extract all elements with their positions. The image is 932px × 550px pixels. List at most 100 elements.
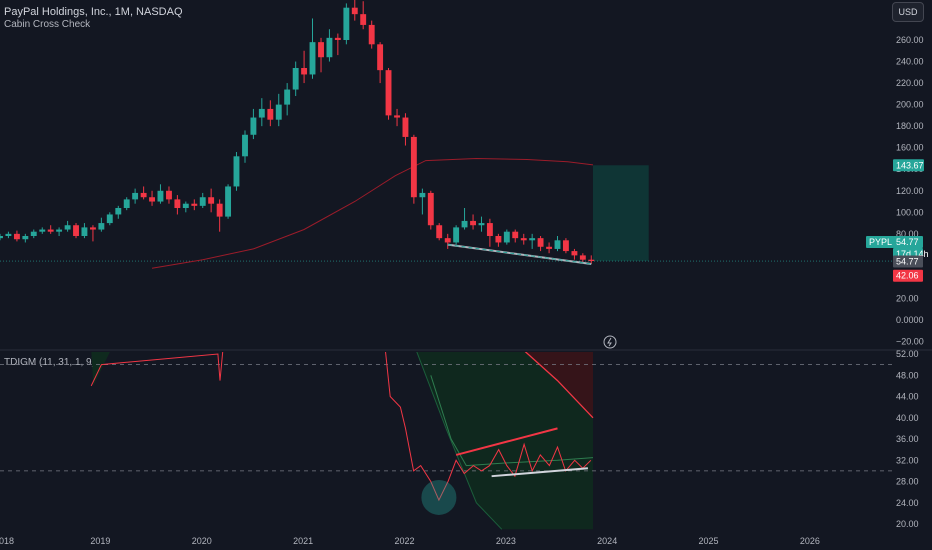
candle-body <box>90 227 96 230</box>
candle-body <box>470 220 477 226</box>
price-tick-label: 240.00 <box>896 57 924 67</box>
signal-line <box>430 375 594 467</box>
overbought-shade <box>525 352 593 418</box>
candle-body <box>242 134 248 157</box>
x-tick-label: 2020 <box>192 536 212 546</box>
candle-body <box>225 186 232 217</box>
candle-body <box>394 115 400 118</box>
countdown-label: 17d 14h <box>896 249 929 259</box>
x-tick-label: 2022 <box>394 536 414 546</box>
candle-body <box>410 136 417 198</box>
candle-body <box>132 192 139 200</box>
candle-body <box>98 223 105 230</box>
currency-button[interactable]: USD <box>892 2 924 22</box>
candle-body <box>123 199 130 208</box>
candle-body <box>64 225 71 230</box>
candle-body <box>39 229 46 232</box>
candle-body <box>301 68 308 75</box>
candle-body <box>318 42 324 58</box>
candle-body <box>588 259 595 262</box>
candle-body <box>149 197 155 202</box>
cursor-price-label: 54.77 <box>896 257 919 267</box>
candle-body <box>309 42 316 75</box>
indicator-tick-label: 40.00 <box>896 413 919 423</box>
x-tick-label: 2021 <box>293 536 313 546</box>
price-tick-label: 160.00 <box>896 143 924 153</box>
candle-body <box>427 192 434 226</box>
candle-body <box>81 227 88 236</box>
candle-body <box>233 156 240 187</box>
candle-body <box>73 225 79 236</box>
candle-body <box>275 104 282 120</box>
candle-body <box>0 236 3 239</box>
price-tick-label: 20.00 <box>896 293 919 303</box>
stop-price-label: 42.06 <box>896 271 919 281</box>
candle-body <box>13 233 20 240</box>
candle-body <box>157 190 164 202</box>
candle-body <box>546 246 553 249</box>
candle-body <box>512 231 519 239</box>
lows-trendline-dash <box>447 244 592 265</box>
candle-body <box>258 108 265 118</box>
band-shade <box>416 352 593 530</box>
candle-body <box>106 214 113 224</box>
candle-body <box>140 192 147 198</box>
candle-body <box>47 229 54 232</box>
price-tick-label: 120.00 <box>896 186 924 196</box>
x-tick-label: 2019 <box>90 536 110 546</box>
lightning-icon <box>603 335 617 349</box>
candle-body <box>334 37 341 40</box>
indicator-tick-label: 48.00 <box>896 370 919 380</box>
candle-body <box>579 255 586 260</box>
price-tick-label: 260.00 <box>896 35 924 45</box>
candle-body <box>343 7 350 41</box>
stop-price-label-bg <box>893 269 923 282</box>
candle-body <box>537 238 544 247</box>
indicator-pane <box>0 352 892 530</box>
price-tick-label: −20.00 <box>896 337 924 347</box>
indicator-tick-label: 32.00 <box>896 455 919 465</box>
symbol-label: PYPL <box>869 237 892 247</box>
candle-body <box>284 89 291 105</box>
indicator-tick-label: 52.00 <box>896 349 919 359</box>
candle-body <box>571 251 578 256</box>
price-tick-label: 180.00 <box>896 121 924 131</box>
left-band-shade <box>91 352 110 386</box>
price-tick-label: 100.00 <box>896 207 924 217</box>
candle-body <box>5 233 12 236</box>
candle-body <box>453 227 460 243</box>
upper-band-line <box>524 352 594 419</box>
candle-body <box>360 14 367 25</box>
indicator-tick-label: 20.00 <box>896 519 919 529</box>
target-price-label: 143.67 <box>896 160 924 170</box>
indicator-tick-label: 36.00 <box>896 434 919 444</box>
main-pane <box>0 0 892 269</box>
target-zone <box>592 165 649 262</box>
candle-body <box>529 238 536 241</box>
candle-body <box>444 238 451 243</box>
candle-body <box>503 231 510 243</box>
divergence-top-line <box>455 427 558 456</box>
x-tick-label: 2023 <box>496 536 516 546</box>
candle-body <box>182 203 189 208</box>
candle-body <box>199 197 206 206</box>
price-tick-label: 200.00 <box>896 100 924 110</box>
candle-body <box>30 231 37 236</box>
candle-body <box>402 117 409 137</box>
chart-title: PayPal Holdings, Inc., 1M, NASDAQ <box>4 6 183 18</box>
x-tick-label: 2026 <box>800 536 820 546</box>
x-tick-label: 2018 <box>0 536 14 546</box>
last-price-label: 54.77 <box>896 237 919 247</box>
candle-body <box>166 190 172 200</box>
indicator-tick-label: 44.00 <box>896 392 919 402</box>
price-tick-label: 220.00 <box>896 78 924 88</box>
candle-body <box>326 37 333 58</box>
price-tick-label: 0.0000 <box>896 315 924 325</box>
candle-body <box>478 223 485 226</box>
candle-body <box>562 240 569 252</box>
indicator-name-main: Cabin Cross Check <box>4 19 91 30</box>
lower-band-line <box>416 352 503 530</box>
candle-body <box>385 70 392 116</box>
candle-body <box>554 240 561 249</box>
